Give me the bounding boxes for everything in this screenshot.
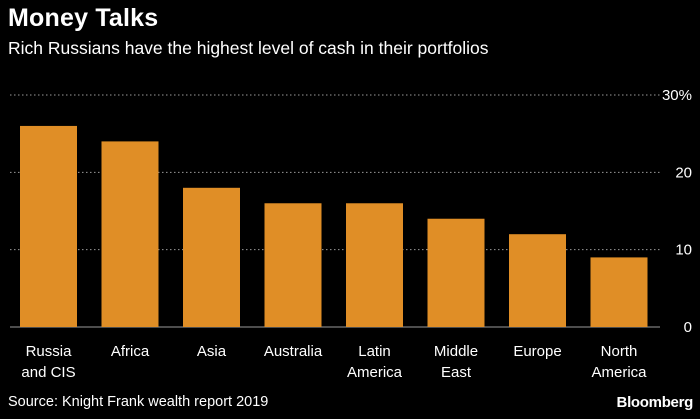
x-tick-label: Europe	[513, 343, 561, 360]
bar	[427, 218, 485, 327]
y-tick-label: 30%	[662, 87, 692, 104]
bar	[509, 234, 566, 327]
x-tick-label: Australia	[264, 343, 323, 360]
bloomberg-logo: Bloomberg	[616, 394, 694, 411]
x-tick-label: Asia	[197, 343, 227, 360]
y-tick-label: 20	[675, 164, 692, 181]
x-tick-label: Middle East	[434, 343, 478, 381]
x-tick-labels: Russia and CIS Africa Asia Australia Latin Ame…	[21, 343, 647, 381]
bar	[20, 125, 77, 327]
bar	[264, 203, 322, 327]
bars	[20, 125, 648, 327]
bar	[346, 203, 403, 327]
chart-title: Money Talks	[8, 4, 159, 32]
source-note: Source: Knight Frank wealth report 2019	[8, 394, 269, 410]
bar	[183, 187, 240, 327]
y-tick-label: 0	[684, 319, 692, 336]
bar-chart: 0 10 20 30% Russia and CIS Africa Asia Australi…	[10, 87, 692, 381]
x-tick-label: Africa	[111, 343, 150, 360]
x-tick-label: Latin America	[347, 343, 403, 381]
y-tick-labels: 0 10 20 30%	[662, 87, 692, 336]
bar	[101, 141, 159, 327]
y-tick-label: 10	[675, 242, 692, 259]
x-tick-label: Russia and CIS	[21, 343, 75, 381]
x-tick-label: North America	[591, 343, 647, 381]
bar	[590, 257, 648, 327]
chart-subtitle: Rich Russians have the highest level of …	[8, 38, 489, 58]
